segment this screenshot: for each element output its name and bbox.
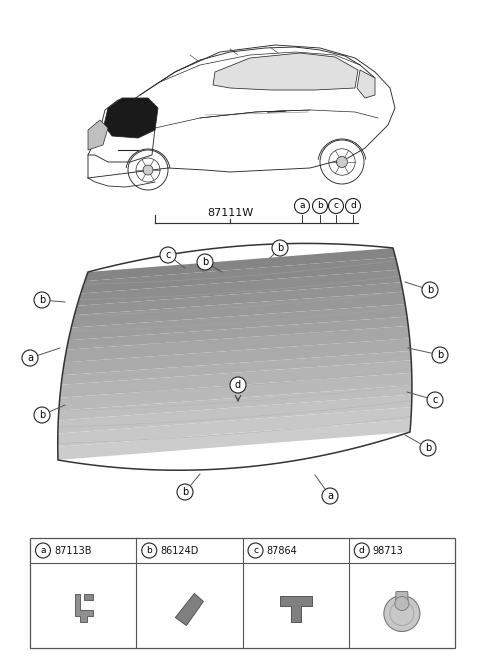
Circle shape — [395, 596, 409, 611]
Circle shape — [427, 392, 443, 408]
Circle shape — [248, 543, 263, 558]
Text: c: c — [432, 395, 438, 405]
Polygon shape — [62, 338, 411, 375]
Text: d: d — [350, 201, 356, 211]
Circle shape — [230, 377, 246, 393]
Circle shape — [312, 199, 327, 213]
Circle shape — [143, 165, 153, 175]
Circle shape — [336, 157, 348, 167]
Text: d: d — [359, 546, 365, 555]
Text: b: b — [146, 546, 152, 555]
Circle shape — [420, 440, 436, 456]
Text: c: c — [165, 250, 171, 260]
Polygon shape — [71, 292, 405, 327]
Polygon shape — [74, 282, 403, 315]
Polygon shape — [357, 70, 375, 98]
Circle shape — [160, 247, 176, 263]
Polygon shape — [88, 120, 108, 150]
Circle shape — [272, 240, 288, 256]
Circle shape — [384, 596, 420, 632]
Text: c: c — [253, 546, 258, 555]
Polygon shape — [84, 594, 93, 600]
Text: b: b — [437, 350, 443, 360]
Text: a: a — [40, 546, 46, 555]
Text: 87864: 87864 — [266, 546, 297, 556]
Text: 98713: 98713 — [373, 546, 404, 556]
Text: b: b — [317, 201, 323, 211]
Circle shape — [34, 292, 50, 308]
Circle shape — [177, 484, 193, 500]
Text: b: b — [182, 487, 188, 497]
Circle shape — [354, 543, 369, 558]
Polygon shape — [58, 394, 412, 434]
Polygon shape — [77, 270, 401, 306]
Polygon shape — [104, 98, 158, 138]
FancyBboxPatch shape — [396, 592, 408, 607]
Circle shape — [346, 199, 360, 213]
Polygon shape — [68, 304, 407, 340]
Text: a: a — [27, 353, 33, 363]
Polygon shape — [81, 257, 398, 293]
Polygon shape — [58, 385, 412, 420]
Polygon shape — [64, 326, 409, 362]
Text: a: a — [327, 491, 333, 501]
Polygon shape — [280, 596, 312, 621]
Polygon shape — [60, 360, 412, 398]
Circle shape — [432, 347, 448, 363]
Text: d: d — [235, 380, 241, 390]
Text: b: b — [39, 410, 45, 420]
Polygon shape — [59, 373, 412, 411]
Text: a: a — [299, 201, 305, 211]
Circle shape — [328, 199, 344, 213]
Circle shape — [422, 282, 438, 298]
Text: b: b — [427, 285, 433, 295]
Circle shape — [197, 254, 213, 270]
Polygon shape — [85, 248, 396, 281]
Circle shape — [36, 543, 50, 558]
Circle shape — [22, 350, 38, 366]
Text: b: b — [202, 257, 208, 267]
Polygon shape — [213, 53, 358, 90]
Text: 87113B: 87113B — [54, 546, 92, 556]
Polygon shape — [58, 420, 411, 460]
Text: b: b — [425, 443, 431, 453]
Polygon shape — [175, 594, 204, 626]
Circle shape — [322, 488, 338, 504]
Polygon shape — [58, 407, 411, 447]
Text: b: b — [277, 243, 283, 253]
Text: 86124D: 86124D — [160, 546, 199, 556]
Polygon shape — [67, 317, 408, 350]
Text: 87111W: 87111W — [207, 208, 253, 218]
Polygon shape — [61, 351, 411, 385]
Text: c: c — [334, 201, 338, 211]
Text: b: b — [39, 295, 45, 305]
Circle shape — [34, 407, 50, 423]
Circle shape — [142, 543, 157, 558]
Polygon shape — [75, 594, 93, 621]
Circle shape — [295, 199, 310, 213]
